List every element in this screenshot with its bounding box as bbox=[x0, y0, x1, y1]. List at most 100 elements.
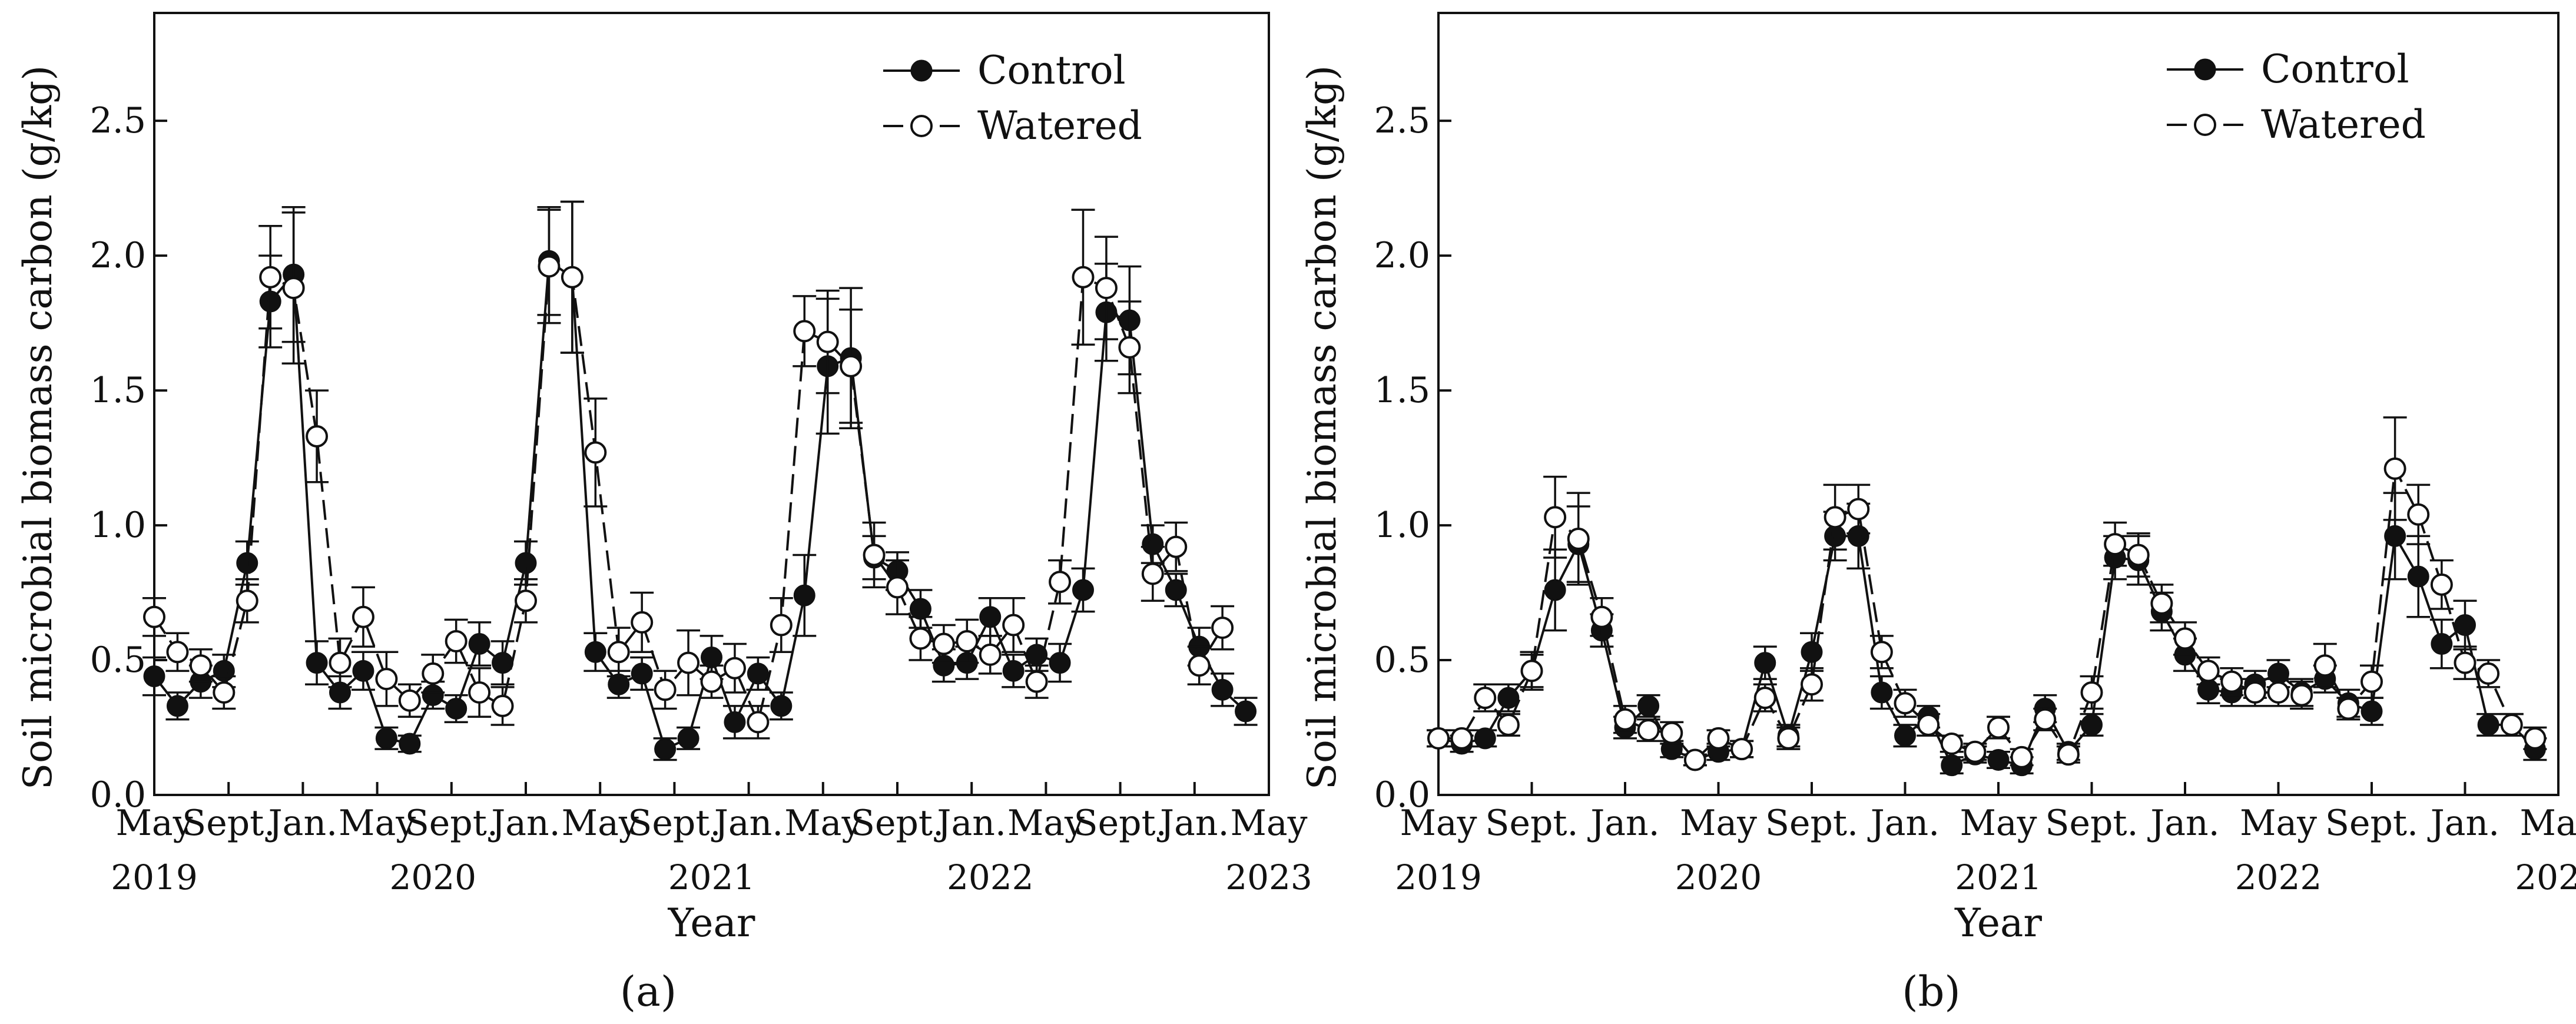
series-line-watered bbox=[153, 264, 1224, 726]
data-point-watered bbox=[1894, 692, 1917, 715]
data-point-watered bbox=[445, 629, 468, 652]
data-point-control bbox=[608, 673, 630, 695]
data-point-watered bbox=[932, 632, 955, 655]
y-tick-label: 1.0 bbox=[90, 505, 146, 546]
data-point-control bbox=[747, 662, 769, 685]
data-point-watered bbox=[1847, 498, 1870, 521]
data-point-control bbox=[166, 695, 188, 717]
data-point-watered bbox=[422, 662, 445, 685]
data-point-watered bbox=[2197, 660, 2220, 682]
data-point-watered bbox=[2127, 544, 2150, 566]
data-point-watered bbox=[1141, 562, 1164, 585]
data-point-watered bbox=[2267, 681, 2290, 704]
series-watered bbox=[142, 200, 1235, 740]
data-point-control bbox=[701, 646, 722, 668]
series-watered bbox=[1427, 416, 2547, 771]
data-point-watered bbox=[2104, 533, 2127, 556]
data-point-watered bbox=[1474, 687, 1497, 710]
data-point-watered bbox=[2174, 627, 2196, 650]
data-point-watered bbox=[1917, 713, 1940, 736]
y-axis-title: Soil microbial biomass carbon (g/kg) bbox=[1299, 65, 1345, 790]
data-point-control bbox=[2477, 714, 2499, 736]
panel-label: (b) bbox=[1902, 967, 1960, 1016]
data-point-watered bbox=[654, 678, 677, 701]
data-point-control bbox=[2360, 700, 2383, 723]
x-tick-label-year: 2019 bbox=[1395, 857, 1482, 897]
series-control bbox=[1427, 492, 2547, 777]
x-tick-label-month: Sept. bbox=[1485, 803, 1578, 844]
data-point-watered bbox=[352, 605, 374, 628]
data-point-watered bbox=[2524, 727, 2547, 750]
data-point-watered bbox=[1497, 713, 1520, 736]
data-point-watered bbox=[793, 320, 816, 343]
legend: Control Watered bbox=[2167, 47, 2426, 147]
legend: Control Watered bbox=[883, 48, 1142, 148]
data-point-watered bbox=[166, 641, 189, 664]
data-point-watered bbox=[1118, 336, 1141, 359]
x-tick-label-month: Sept. bbox=[182, 803, 275, 844]
data-point-watered bbox=[2477, 662, 2500, 685]
data-point-watered bbox=[1753, 687, 1776, 710]
data-point-watered bbox=[1188, 654, 1211, 677]
panel-label: (a) bbox=[620, 967, 677, 1016]
data-point-watered bbox=[515, 589, 537, 612]
data-point-control bbox=[1894, 724, 1916, 747]
data-point-watered bbox=[956, 629, 979, 652]
data-point-watered bbox=[863, 544, 886, 566]
legend-marker-watered bbox=[910, 115, 933, 137]
data-point-watered bbox=[143, 605, 165, 628]
legend-label-watered: Watered bbox=[2261, 102, 2426, 147]
data-point-control bbox=[2407, 565, 2429, 588]
data-point-watered bbox=[1520, 660, 1543, 682]
data-point-watered bbox=[1707, 727, 1730, 750]
x-tick-label-month: May bbox=[1960, 803, 2037, 844]
data-point-watered bbox=[468, 681, 491, 704]
data-point-control bbox=[1211, 678, 1234, 701]
y-tick-label: 1.0 bbox=[1374, 505, 1430, 546]
y-tick-label: 2.5 bbox=[90, 100, 146, 141]
data-point-control bbox=[1637, 695, 1660, 717]
data-point-watered bbox=[398, 689, 421, 712]
data-point-watered bbox=[1211, 617, 1234, 639]
data-point-watered bbox=[259, 266, 282, 289]
data-point-control bbox=[631, 662, 653, 685]
data-point-watered bbox=[329, 651, 352, 674]
data-point-control bbox=[909, 598, 931, 620]
data-point-watered bbox=[584, 441, 607, 464]
data-point-control bbox=[1072, 579, 1094, 601]
data-point-watered bbox=[189, 654, 212, 677]
x-tick-label-year: 2020 bbox=[389, 857, 476, 897]
data-point-watered bbox=[2360, 670, 2383, 693]
data-point-watered bbox=[375, 668, 398, 691]
data-point-watered bbox=[677, 651, 700, 674]
data-point-watered bbox=[1567, 527, 1590, 550]
x-tick-label-year: 2022 bbox=[2235, 857, 2322, 897]
data-point-control bbox=[584, 641, 606, 663]
x-tick-label-year: 2021 bbox=[1955, 857, 2042, 897]
data-point-control bbox=[2454, 614, 2476, 637]
data-point-watered bbox=[1095, 277, 1118, 300]
data-point-control bbox=[1474, 727, 1496, 750]
data-point-watered bbox=[1025, 670, 1048, 693]
data-point-control bbox=[1941, 754, 1963, 777]
data-point-watered bbox=[1544, 506, 1567, 529]
data-point-control bbox=[1871, 681, 1893, 704]
data-point-control bbox=[1049, 652, 1071, 674]
data-point-watered bbox=[631, 611, 654, 634]
x-tick-label-month: Jan. bbox=[1156, 803, 1229, 844]
data-point-watered bbox=[2057, 743, 2080, 766]
x-axis-title: Year bbox=[668, 900, 755, 946]
legend-marker-control bbox=[2194, 58, 2216, 81]
data-point-control bbox=[1987, 748, 2010, 771]
data-point-control bbox=[375, 727, 397, 750]
data-point-watered bbox=[2454, 651, 2476, 674]
data-point-control bbox=[492, 652, 514, 674]
data-point-watered bbox=[2220, 670, 2243, 693]
data-point-watered bbox=[1940, 732, 1963, 755]
data-point-control bbox=[2431, 633, 2453, 655]
data-point-watered bbox=[1427, 727, 1450, 750]
data-point-watered bbox=[816, 330, 839, 353]
x-tick-label-month: Jan. bbox=[2147, 803, 2220, 844]
